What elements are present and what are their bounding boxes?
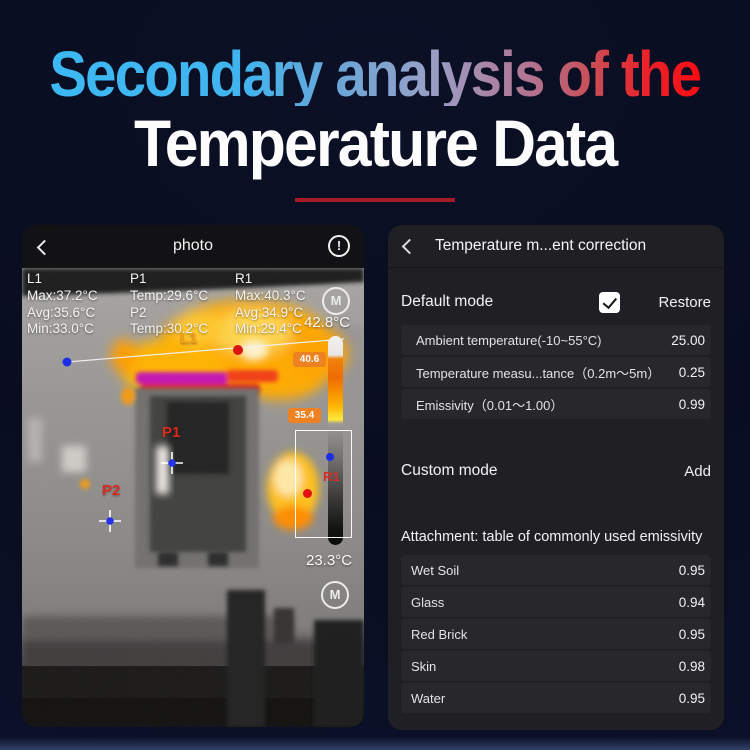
custom-mode-row: Custom mode Add [401, 453, 711, 489]
marker-label-r1: R1 [323, 469, 340, 484]
table-row[interactable]: Wet Soil 0.95 [401, 555, 711, 585]
back-chevron-icon[interactable] [401, 238, 418, 254]
scale-min-temp: 23.3°C [306, 552, 353, 569]
add-button[interactable]: Add [684, 462, 711, 480]
crosshair-p1[interactable] [161, 452, 183, 474]
scale-marker-high[interactable]: 40.6 [293, 352, 326, 367]
settings-header: Temperature m...ent correction [388, 225, 724, 268]
readout-l1: L1 Max:37.2°C Avg:35.6°C Min:33.0°C [27, 271, 98, 337]
setting-row[interactable]: Temperature measu...tance（0.2m～5m） 0.25 [401, 357, 711, 387]
table-row[interactable]: Glass 0.94 [401, 587, 711, 617]
r1-min-dot [326, 453, 334, 461]
table-row[interactable]: Skin 0.98 [401, 651, 711, 681]
hero-line1: Secondary analysis of the [49, 38, 703, 110]
table-row[interactable]: Water 0.95 [401, 683, 711, 713]
photo-header: photo ! [22, 225, 364, 268]
info-icon[interactable]: ! [328, 235, 350, 257]
r1-max-dot [303, 489, 312, 498]
readout-r1: R1 Max:40.3°C Avg:34.9°C Min:29.4°C [235, 271, 306, 337]
scale-marker-low[interactable]: 35.4 [288, 408, 321, 423]
marker-label-l1: L1 [180, 330, 198, 347]
custom-mode-label: Custom mode [401, 462, 498, 479]
mode-icon-bottom[interactable]: M [321, 581, 349, 609]
restore-button[interactable]: Restore [658, 293, 711, 311]
hero-title: Secondary analysis of the Temperature Da… [0, 42, 750, 202]
emissivity-table: Wet Soil 0.95 Glass 0.94 Red Brick 0.95 … [401, 555, 711, 713]
measurement-overlay [62, 338, 345, 532]
settings-panel: Temperature m...ent correction Default m… [388, 225, 724, 730]
bottom-glow [0, 737, 750, 750]
hero-line2: Temperature Data [133, 106, 618, 180]
photo-title: photo [172, 237, 214, 254]
setting-row[interactable]: Ambient temperature(-10~55°C) 25.00 [401, 325, 711, 355]
setting-row[interactable]: Emissivity（0.01～1.00） 0.99 [401, 389, 711, 419]
mode-icon-top[interactable]: M [322, 287, 350, 315]
region-box-r1[interactable] [295, 430, 352, 538]
default-mode-settings: Ambient temperature(-10~55°C) 25.00 Temp… [401, 325, 711, 419]
default-mode-row: Default mode Restore [401, 284, 711, 320]
readout-p: P1 Temp:29.6°C P2 Temp:30.2°C [130, 271, 209, 337]
table-row[interactable]: Red Brick 0.95 [401, 619, 711, 649]
marker-label-p1: P1 [162, 424, 181, 441]
crosshair-p2[interactable] [99, 510, 121, 532]
hero-underline [295, 198, 455, 202]
default-mode-checkbox[interactable] [599, 291, 621, 313]
temperature-scalebar[interactable] [328, 336, 343, 545]
settings-body: Default mode Restore Ambient temperature… [388, 284, 724, 713]
scale-max-temp: 42.8°C [304, 314, 351, 331]
thermal-image-area: L1 Max:37.2°C Avg:35.6°C Min:33.0°C P1 T… [22, 268, 364, 727]
default-mode-label: Default mode [401, 293, 494, 310]
marker-label-p2: P2 [102, 482, 121, 499]
settings-title: Temperature m...ent correction [435, 237, 647, 254]
thermal-image [22, 268, 364, 727]
line-l1[interactable] [62, 338, 345, 367]
thermal-photo-panel: photo ! [22, 225, 364, 727]
attachment-title: Attachment: table of commonly used emiss… [401, 529, 703, 545]
